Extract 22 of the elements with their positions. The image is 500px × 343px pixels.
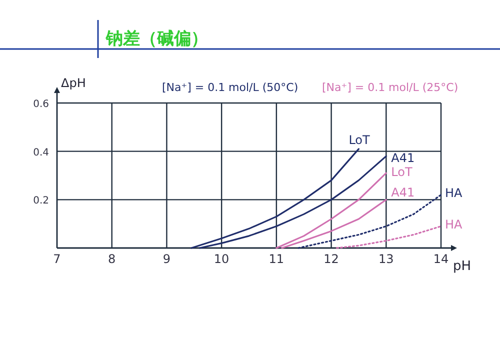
series-label: A41 bbox=[391, 186, 415, 200]
text: [Na⁺] = 0.1 mol/L (50°C) bbox=[162, 81, 298, 94]
series-label: LoT bbox=[391, 165, 413, 180]
x-tick-label: 14 bbox=[433, 252, 449, 266]
y-tick-label: 0.2 bbox=[33, 196, 49, 207]
text: [Na⁺] = 0.1 mol/L (25°C) bbox=[322, 81, 458, 94]
x-tick-label: 7 bbox=[53, 252, 61, 266]
y-tick-label: 0.4 bbox=[33, 147, 49, 158]
series-label: LoT bbox=[348, 132, 371, 147]
x-axis-title: pH bbox=[453, 259, 472, 274]
x-tick-label: 12 bbox=[324, 252, 339, 266]
x-tick-label: 13 bbox=[378, 252, 394, 266]
series-label: A41 bbox=[391, 151, 415, 166]
y-tick-label: 0.6 bbox=[33, 99, 49, 110]
x-tick-label: 11 bbox=[268, 252, 284, 266]
x-tick-label: 9 bbox=[162, 252, 171, 266]
y-axis-title: ΔpH bbox=[61, 76, 86, 90]
series-label: HA bbox=[445, 217, 464, 232]
chart-title: 钠差（碱偏） bbox=[105, 29, 208, 49]
series-label: HA bbox=[445, 186, 464, 200]
x-tick-label: 8 bbox=[108, 252, 116, 266]
x-tick-label: 10 bbox=[214, 252, 230, 266]
